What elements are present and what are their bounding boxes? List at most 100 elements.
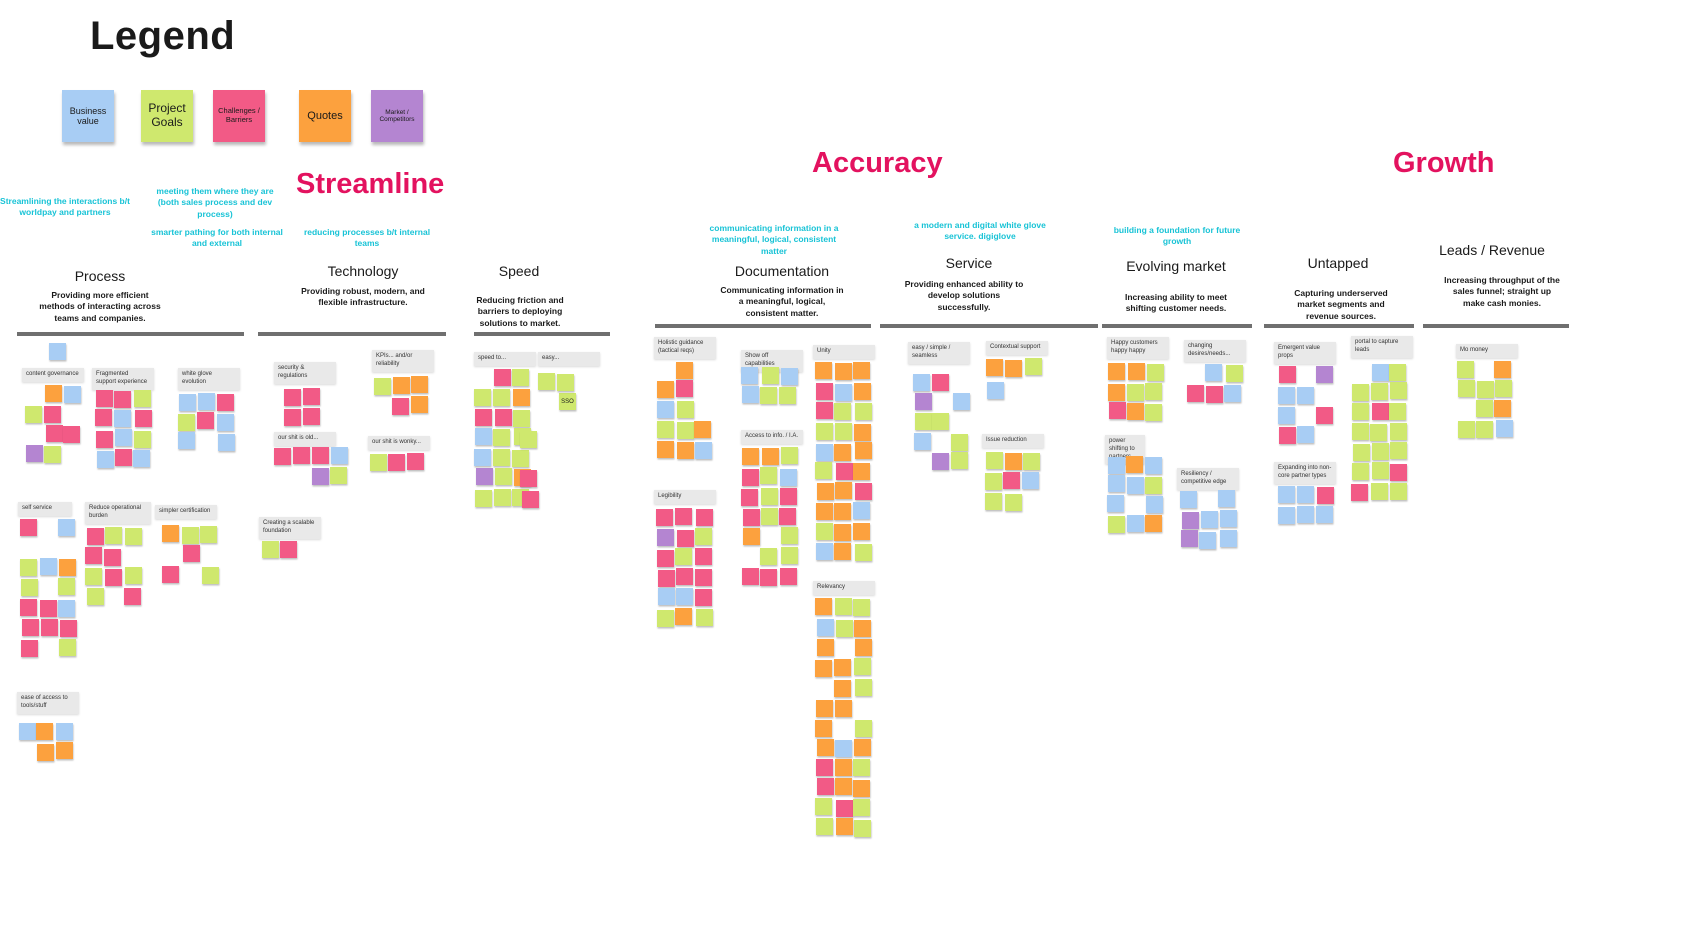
sticky-note[interactable] <box>1199 532 1216 549</box>
sticky-note[interactable] <box>780 488 797 505</box>
sticky-note[interactable] <box>834 680 851 697</box>
sticky-note[interactable] <box>520 431 537 448</box>
sticky-note[interactable] <box>36 723 53 740</box>
sticky-note[interactable] <box>932 374 949 391</box>
sticky-note[interactable] <box>494 489 511 506</box>
sticky-note[interactable] <box>742 469 759 486</box>
sticky-note[interactable] <box>1390 382 1407 399</box>
sticky-note[interactable] <box>932 453 949 470</box>
sticky-note[interactable] <box>64 386 81 403</box>
sticky-note[interactable] <box>677 422 694 439</box>
sticky-note[interactable] <box>676 362 693 379</box>
sticky-note[interactable] <box>834 503 851 520</box>
sticky-note[interactable] <box>493 389 510 406</box>
sticky-note[interactable] <box>742 568 759 585</box>
sticky-note[interactable] <box>855 720 872 737</box>
sticky-note[interactable] <box>1182 512 1199 529</box>
sticky-note[interactable] <box>134 431 151 448</box>
sticky-note[interactable] <box>816 700 833 717</box>
sticky-note[interactable] <box>760 467 777 484</box>
sticky-note[interactable] <box>816 523 833 540</box>
sticky-note[interactable] <box>986 359 1003 376</box>
sticky-note[interactable] <box>987 382 1004 399</box>
sticky-note[interactable] <box>370 454 387 471</box>
sticky-note[interactable] <box>695 589 712 606</box>
sticky-note[interactable] <box>114 391 131 408</box>
sticky-note[interactable] <box>124 588 141 605</box>
sticky-note[interactable] <box>1476 400 1493 417</box>
sticky-note[interactable] <box>1390 483 1407 500</box>
sticky-note[interactable] <box>1128 363 1145 380</box>
sticky-note[interactable] <box>280 541 297 558</box>
sticky-note[interactable] <box>85 547 102 564</box>
sticky-note[interactable] <box>1127 477 1144 494</box>
sticky-note[interactable] <box>1127 515 1144 532</box>
sticky-note[interactable] <box>56 723 73 740</box>
sticky-note[interactable] <box>1108 384 1125 401</box>
sticky-note[interactable] <box>475 409 492 426</box>
sticky-note[interactable] <box>1005 360 1022 377</box>
sticky-note[interactable] <box>25 406 42 423</box>
sticky-note[interactable] <box>855 442 872 459</box>
sticky-note[interactable] <box>46 425 63 442</box>
sticky-note[interactable] <box>817 639 834 656</box>
sticky-note[interactable] <box>1476 421 1493 438</box>
sticky-note[interactable] <box>743 509 760 526</box>
sticky-note[interactable] <box>1297 387 1314 404</box>
sticky-note[interactable] <box>780 568 797 585</box>
sticky-note[interactable] <box>675 508 692 525</box>
sticky-note[interactable] <box>658 570 675 587</box>
sticky-note-sso[interactable]: SSO <box>559 393 576 410</box>
sticky-note[interactable] <box>854 424 871 441</box>
sticky-note[interactable] <box>40 558 57 575</box>
sticky-note[interactable] <box>676 588 693 605</box>
sticky-note[interactable] <box>815 598 832 615</box>
sticky-note[interactable] <box>21 579 38 596</box>
sticky-note[interactable] <box>40 600 57 617</box>
sticky-note[interactable] <box>87 528 104 545</box>
sticky-note[interactable] <box>19 723 36 740</box>
sticky-note[interactable] <box>781 527 798 544</box>
sticky-note[interactable] <box>854 620 871 637</box>
sticky-note[interactable] <box>1297 506 1314 523</box>
sticky-note[interactable] <box>217 394 234 411</box>
sticky-note[interactable] <box>20 599 37 616</box>
sticky-note[interactable] <box>1145 383 1162 400</box>
sticky-note[interactable] <box>853 599 870 616</box>
sticky-note[interactable] <box>197 412 214 429</box>
sticky-note[interactable] <box>393 377 410 394</box>
sticky-note[interactable] <box>675 608 692 625</box>
sticky-note[interactable] <box>115 429 132 446</box>
sticky-note[interactable] <box>695 442 712 459</box>
sticky-note[interactable] <box>1457 361 1474 378</box>
sticky-note[interactable] <box>1145 477 1162 494</box>
sticky-note[interactable] <box>815 462 832 479</box>
sticky-note[interactable] <box>179 394 196 411</box>
sticky-note[interactable] <box>105 569 122 586</box>
sticky-note[interactable] <box>495 468 512 485</box>
sticky-note[interactable] <box>512 450 529 467</box>
sticky-note[interactable] <box>675 548 692 565</box>
sticky-note[interactable] <box>476 468 493 485</box>
sticky-note[interactable] <box>105 527 122 544</box>
sticky-note[interactable] <box>1205 364 1222 381</box>
sticky-note[interactable] <box>696 609 713 626</box>
sticky-note[interactable] <box>1003 472 1020 489</box>
sticky-note[interactable] <box>1145 515 1162 532</box>
sticky-note[interactable] <box>1005 453 1022 470</box>
sticky-note[interactable] <box>293 447 310 464</box>
sticky-note[interactable] <box>135 410 152 427</box>
sticky-note[interactable] <box>835 759 852 776</box>
sticky-note[interactable] <box>218 434 235 451</box>
sticky-note[interactable] <box>87 588 104 605</box>
sticky-note[interactable] <box>762 448 779 465</box>
sticky-note[interactable] <box>162 525 179 542</box>
sticky-note[interactable] <box>374 378 391 395</box>
sticky-note[interactable] <box>816 818 833 835</box>
sticky-note[interactable] <box>816 383 833 400</box>
sticky-note[interactable] <box>104 549 121 566</box>
sticky-note[interactable] <box>835 482 852 499</box>
sticky-note[interactable] <box>58 578 75 595</box>
sticky-note[interactable] <box>22 619 39 636</box>
sticky-note[interactable] <box>676 568 693 585</box>
